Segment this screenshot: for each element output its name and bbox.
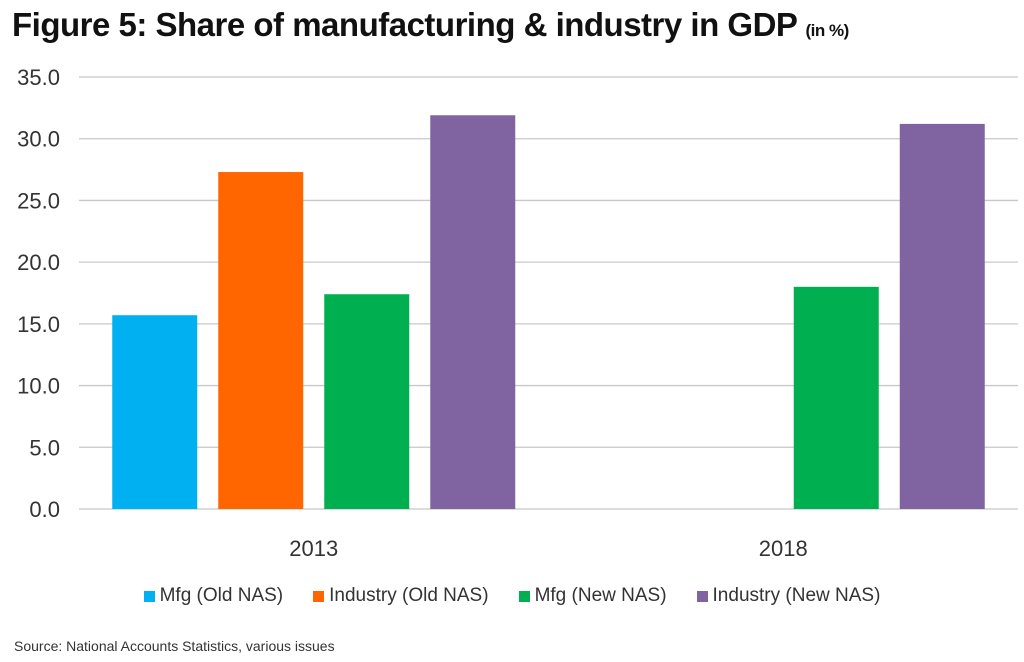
y-tick-label: 0.0 [29, 497, 60, 522]
y-tick-label: 5.0 [29, 435, 60, 460]
legend-swatch [518, 590, 530, 602]
y-tick-label: 35.0 [17, 65, 60, 90]
legend-item: Mfg (Old NAS) [143, 585, 284, 607]
legend-swatch [696, 590, 708, 602]
y-tick-label: 30.0 [17, 127, 60, 152]
bar-industry-new-nas-2013 [430, 115, 516, 510]
x-tick-label: 2018 [759, 536, 808, 561]
bar-industry-new-nas-2018 [899, 123, 985, 509]
legend-item: Mfg (New NAS) [518, 585, 667, 607]
legend-label: Industry (Old NAS) [329, 585, 489, 606]
legend-label: Mfg (Old NAS) [159, 585, 284, 606]
chart-title: Figure 5: Share of manufacturing & indus… [12, 6, 849, 44]
bar-mfg-old-nas-2013 [112, 315, 198, 509]
bar-mfg-new-nas-2018 [793, 286, 879, 509]
legend-item: Industry (Old NAS) [313, 585, 489, 607]
legend: Mfg (Old NAS) Industry (Old NAS) Mfg (New … [0, 585, 1024, 607]
x-tick-label: 2013 [289, 536, 338, 561]
y-tick-label: 10.0 [17, 374, 60, 399]
y-tick-label: 20.0 [17, 250, 60, 275]
bar-chart: 0.0 5.0 10.0 15.0 20.0 25.0 30.0 35.0 2013 2018 [17, 65, 1018, 561]
bar-mfg-new-nas-2013 [324, 294, 410, 509]
legend-item: Industry (New NAS) [696, 585, 881, 607]
legend-swatch [143, 590, 155, 602]
legend-swatch [313, 590, 325, 602]
legend-label: Industry (New NAS) [712, 585, 881, 606]
y-tick-label: 15.0 [17, 312, 60, 337]
title-text: Figure 5: Share of manufacturing & indus… [12, 6, 797, 43]
legend-label: Mfg (New NAS) [534, 585, 667, 606]
source-note: Source: National Accounts Statistics, va… [14, 638, 335, 654]
bar-industry-old-nas-2013 [218, 172, 304, 510]
y-tick-label: 25.0 [17, 188, 60, 213]
title-unit: (in %) [805, 21, 850, 40]
